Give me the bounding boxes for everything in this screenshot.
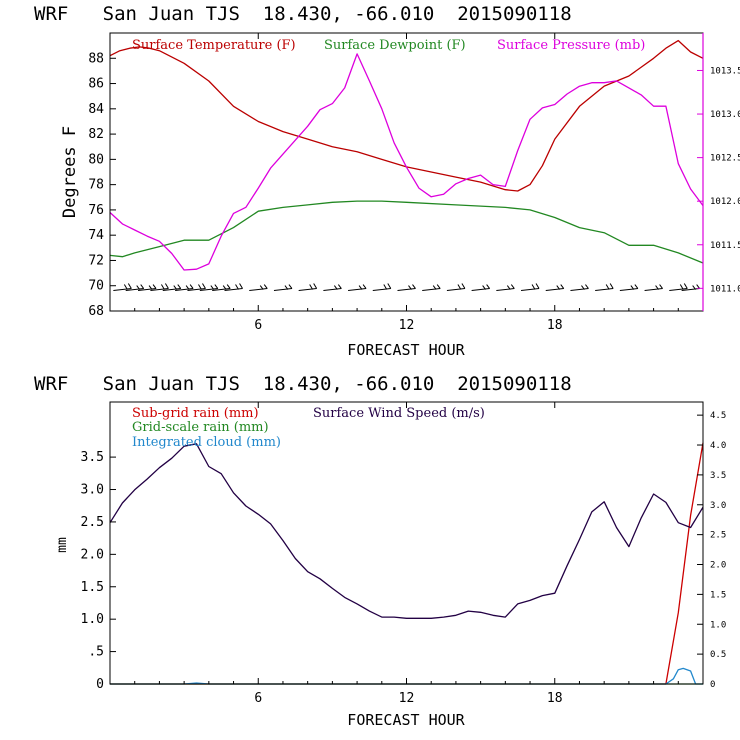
y-tick-label: 76	[88, 203, 104, 218]
x-tick-label: 12	[399, 691, 415, 706]
temperature-panel: WRF San Juan TJS 18.430, -66.010 2015090…	[34, 3, 740, 359]
legend-surface-wind-speed: Surface Wind Speed (m/s)	[313, 406, 485, 421]
y-tick-label: 74	[88, 228, 104, 243]
y-tick-label: 68	[88, 304, 104, 319]
y2-tick-label: 3.0	[710, 501, 726, 511]
y-tick-label: 2.5	[81, 515, 104, 530]
y-tick-label: 0	[96, 677, 104, 692]
wind-barb	[422, 284, 441, 292]
wind-barb	[323, 284, 342, 292]
y-tick-label: 82	[88, 127, 104, 142]
panel2-y-axis-label: mm	[55, 537, 70, 553]
x-tick-label: 6	[254, 318, 262, 333]
wind-barb	[496, 284, 515, 292]
y-tick-label: 70	[88, 279, 104, 294]
series-line-surface-pressure-mb	[109, 53, 704, 271]
panel2-plot-frame	[109, 401, 704, 685]
y2-tick-label: 1011.0	[710, 284, 740, 294]
series-line-surface-wind-speed-m-s	[109, 443, 704, 619]
legend-surface-dewpoint: Surface Dewpoint (F)	[324, 38, 466, 53]
wind-barb	[595, 283, 614, 292]
panel1-y-axis-label: Degrees F	[60, 126, 80, 218]
wind-barb	[199, 284, 219, 292]
y-tick-label: 2.0	[81, 547, 104, 562]
y-tick-label: 86	[88, 77, 104, 92]
wind-barb	[212, 284, 231, 292]
wind-barb	[175, 284, 194, 292]
y-tick-label: 84	[88, 102, 104, 117]
y2-tick-label: 4.5	[710, 411, 726, 421]
panel1-title: WRF San Juan TJS 18.430, -66.010 2015090…	[34, 3, 572, 25]
wind-barb	[113, 283, 132, 292]
y2-tick-label: 1011.5	[710, 241, 740, 251]
legend-surface-pressure: Surface Pressure (mb)	[497, 38, 645, 53]
panel2-title: WRF San Juan TJS 18.430, -66.010 2015090…	[34, 373, 572, 395]
y-tick-label: 88	[88, 51, 104, 66]
wind-barb	[372, 283, 392, 292]
series-line-surface-dewpoint-f	[109, 200, 704, 264]
y-tick-label: 1.5	[81, 580, 104, 595]
legend-gridscale-rain: Grid-scale rain (mm)	[132, 420, 269, 435]
legend-integrated-cloud: Integrated cloud (mm)	[132, 435, 281, 450]
wind-barb	[644, 284, 663, 292]
wind-barb	[446, 283, 466, 292]
y-tick-label: .5	[88, 645, 104, 660]
y-tick-label: 78	[88, 178, 104, 193]
x-tick-label: 18	[547, 691, 563, 706]
y-tick-label: 1.0	[81, 612, 104, 627]
y2-tick-label: 1013.0	[710, 110, 740, 120]
x-tick-label: 12	[399, 318, 415, 333]
wind-barb	[397, 284, 416, 292]
wind-barb	[273, 284, 293, 292]
wind-barb	[669, 283, 688, 292]
panel1-x-axis-label: FORECAST HOUR	[347, 341, 465, 359]
wind-barb	[150, 283, 169, 292]
y2-tick-label: 1.0	[710, 620, 726, 630]
wind-barb	[471, 284, 491, 292]
y2-tick-label: 1012.0	[710, 197, 740, 207]
wind-barb	[298, 283, 318, 292]
y2-tick-label: 1013.5	[710, 66, 740, 76]
wind-barb	[162, 284, 182, 292]
wind-barb	[224, 283, 243, 292]
series-line-surface-temperature-f	[109, 39, 704, 192]
y2-tick-label: 4.0	[710, 441, 726, 451]
legend-subgrid-rain: Sub-grid rain (mm)	[132, 406, 259, 421]
panel2-x-axis-label: FORECAST HOUR	[347, 711, 465, 729]
wind-barb	[125, 284, 145, 292]
y2-tick-label: 2.5	[710, 531, 726, 541]
wind-barb	[545, 284, 565, 292]
y2-tick-label: 2.0	[710, 561, 726, 571]
wind-barbs	[113, 283, 701, 292]
y2-tick-label: 1012.5	[710, 154, 740, 164]
y2-tick-label: 1.5	[710, 590, 726, 600]
wind-barb	[570, 284, 589, 292]
wind-barb	[520, 283, 540, 292]
wind-barb	[138, 284, 157, 292]
series-line-integrated-cloud-mm	[110, 667, 703, 685]
y-tick-label: 3.5	[81, 450, 104, 465]
wind-barb	[187, 283, 206, 292]
precipitation-panel: WRF San Juan TJS 18.430, -66.010 2015090…	[34, 373, 726, 729]
wind-barb	[348, 284, 367, 292]
x-tick-label: 18	[547, 318, 563, 333]
wind-barb	[249, 284, 268, 292]
legend-surface-temperature: Surface Temperature (F)	[132, 38, 296, 53]
y-tick-label: 3.0	[81, 483, 104, 498]
y2-tick-label: 0.5	[710, 650, 726, 660]
y-tick-label: 80	[88, 152, 104, 167]
y2-tick-label: 0	[710, 680, 715, 690]
y2-tick-label: 3.5	[710, 471, 726, 481]
y-tick-label: 72	[88, 253, 104, 268]
wind-barb	[619, 284, 639, 292]
x-tick-label: 6	[254, 691, 262, 706]
